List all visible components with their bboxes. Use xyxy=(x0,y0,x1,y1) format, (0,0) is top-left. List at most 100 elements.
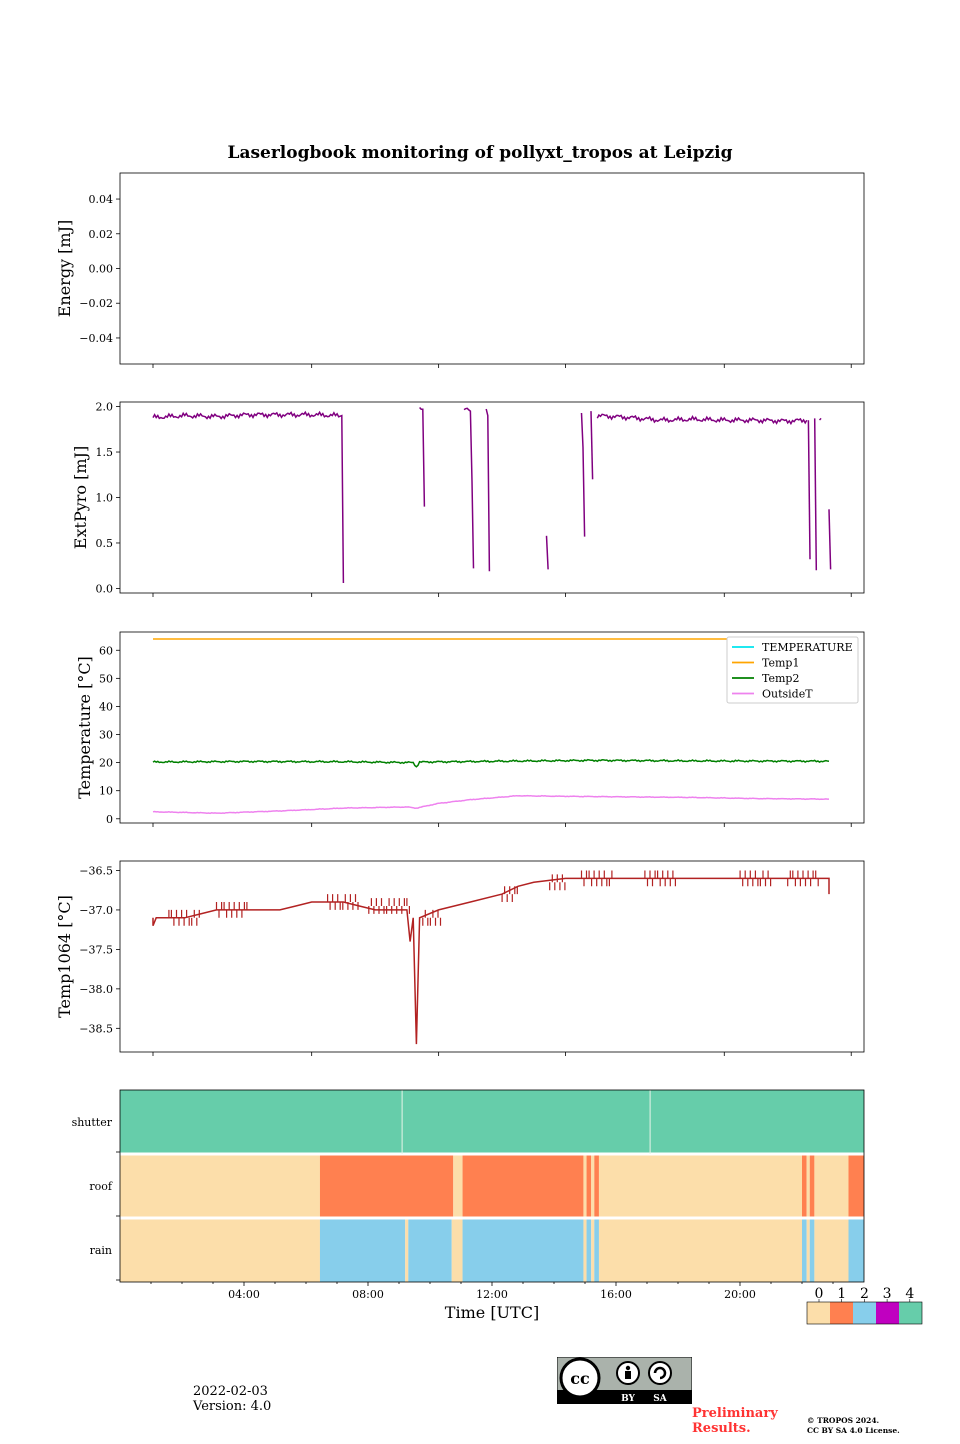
copyright-line-2: CC BY SA 4.0 License. xyxy=(807,1426,900,1435)
temp1064-series-noise xyxy=(215,902,248,918)
temp1064-ylabel: Temp1064 [°C] xyxy=(55,895,74,1018)
temp1064-panel: −36.5 −37.0 −37.5 −38.0 −38.5 Temp1064 [°C] xyxy=(55,860,865,1056)
legend-label-outsidet: OutsideT xyxy=(762,688,813,701)
extpyro-series-segment xyxy=(545,535,549,570)
legend-box xyxy=(726,636,859,704)
temperature-ytick-label: 60 xyxy=(99,644,113,657)
extpyro-series-segment xyxy=(419,407,426,507)
energy-ytick-label: −0.02 xyxy=(79,297,113,310)
status-rain-segment xyxy=(408,1218,452,1282)
status-roof-segment xyxy=(583,1154,587,1218)
status-roof-segment xyxy=(809,1154,815,1218)
temperature-ytick-label: 20 xyxy=(99,757,113,770)
energy-ytick-label: 0.00 xyxy=(89,263,114,276)
temperature-ytick-label: 10 xyxy=(99,785,113,798)
extpyro-axes-frame xyxy=(119,401,865,594)
colorbar-label: 3 xyxy=(883,1286,892,1302)
colorbar-cell-3 xyxy=(876,1302,899,1324)
colorbar-label: 4 xyxy=(905,1286,914,1302)
extpyro-ytick-label: 0.0 xyxy=(96,582,114,595)
energy-panel: 0.04 0.02 0.00 −0.02 −0.04 Energy [mJ] xyxy=(55,172,865,368)
colorbar-cell-2 xyxy=(853,1302,876,1324)
temperature-series-outsidet xyxy=(152,794,829,815)
temp1064-ytick-label: −37.5 xyxy=(79,943,113,956)
temp1064-series-noise xyxy=(368,898,410,914)
energy-axes-frame xyxy=(119,172,865,365)
colorbar-cell-1 xyxy=(830,1302,853,1324)
status-row-label-shutter: shutter xyxy=(72,1116,113,1129)
cc-icon xyxy=(559,1357,601,1399)
temp1064-series-noise xyxy=(422,909,442,926)
cc-by-sa-badge: cc BY SA xyxy=(557,1357,692,1404)
temp1064-ytick-label: −38.0 xyxy=(79,983,113,996)
extpyro-panel: 0.0 0.5 1.0 1.5 2.0 ExtPyro [mJ] xyxy=(71,401,865,597)
energy-ytick-label: −0.04 xyxy=(79,332,113,345)
temperature-ylabel: Temperature [°C] xyxy=(75,656,94,799)
version-label: Version: 4.0 xyxy=(193,1399,272,1414)
status-roof-segment xyxy=(591,1154,595,1218)
sa-text: SA xyxy=(653,1394,667,1404)
temp1064-series-noise xyxy=(644,870,676,887)
status-rain-segment xyxy=(806,1218,810,1282)
status-rain-segment xyxy=(120,1218,320,1282)
extpyro-series-segment xyxy=(580,412,586,537)
colorbar-cell-0 xyxy=(807,1302,830,1324)
temp1064-series-noise xyxy=(168,909,200,926)
status-roof-segment xyxy=(462,1154,584,1218)
status-roof-segment xyxy=(802,1154,807,1218)
date-label: 2022-02-03 xyxy=(193,1384,268,1399)
sa-icon xyxy=(648,1361,672,1385)
colorbar-label: 2 xyxy=(860,1286,869,1302)
status-rain-segment xyxy=(405,1218,409,1282)
preliminary-line-2: Results. xyxy=(692,1421,751,1436)
status-rain-segment xyxy=(319,1218,406,1282)
extpyro-ytick-label: 1.5 xyxy=(96,446,114,459)
energy-ytick-label: 0.02 xyxy=(89,228,114,241)
preliminary-line-1: Preliminary xyxy=(692,1406,778,1421)
temp1064-axes-frame xyxy=(119,860,865,1053)
extpyro-series-extpyro xyxy=(152,410,345,584)
extpyro-series-segment xyxy=(807,420,811,560)
extpyro-series-segment xyxy=(590,411,594,480)
temp1064-series-noise xyxy=(327,894,359,910)
temp1064-series-noise xyxy=(501,886,518,902)
temp1064-ytick-label: −38.5 xyxy=(79,1022,113,1035)
figure-title: Laserlogbook monitoring of pollyxt_tropo… xyxy=(227,143,732,163)
status-roof-segment xyxy=(848,1154,864,1218)
copyright-line-1: © TROPOS 2024. xyxy=(807,1416,880,1425)
legend-label-temp2: Temp2 xyxy=(762,672,799,685)
by-icon-head xyxy=(625,1365,631,1371)
extpyro-ylabel: ExtPyro [mJ] xyxy=(71,446,90,549)
by-icon-body xyxy=(625,1371,631,1379)
extpyro-series-segment xyxy=(818,417,822,421)
status-rain-segment xyxy=(451,1218,463,1282)
status-roof-segment xyxy=(594,1154,599,1218)
status-rain-segment xyxy=(848,1218,864,1282)
status-rain-segment xyxy=(583,1218,587,1282)
status-xtick-label: 16:00 xyxy=(600,1288,632,1301)
temperature-panel: 0 10 20 30 40 50 60 Temperature [°C] TEMPERATURE… xyxy=(75,631,865,827)
extpyro-ytick-label: 2.0 xyxy=(96,401,114,414)
status-roof-segment xyxy=(120,1154,320,1218)
status-roof-segment xyxy=(586,1154,592,1218)
extpyro-series-segment xyxy=(828,509,832,570)
status-roof-segment xyxy=(814,1154,849,1218)
extpyro-series-segment xyxy=(485,408,491,572)
temp1064-series-noise xyxy=(739,870,772,887)
energy-ylabel: Energy [mJ] xyxy=(55,220,74,318)
energy-ytick-label: 0.04 xyxy=(89,193,114,206)
temperature-ytick-label: 40 xyxy=(99,700,113,713)
temperature-ytick-label: 0 xyxy=(106,813,113,826)
extpyro-series-segment xyxy=(463,407,475,569)
status-rain-segment xyxy=(586,1218,592,1282)
extpyro-ytick-label: 1.0 xyxy=(96,492,114,505)
status-panel: shutter roof rain 04:00 08:00 12:00 16:00 20:00… xyxy=(72,1089,865,1322)
status-row-label-roof: roof xyxy=(89,1180,113,1193)
temp1064-series-noise xyxy=(549,874,566,891)
legend-label-temp1: Temp1 xyxy=(762,657,799,670)
status-xtick-label: 12:00 xyxy=(476,1288,508,1301)
status-rain-segment xyxy=(809,1218,815,1282)
extpyro-ytick-label: 0.5 xyxy=(96,537,114,550)
